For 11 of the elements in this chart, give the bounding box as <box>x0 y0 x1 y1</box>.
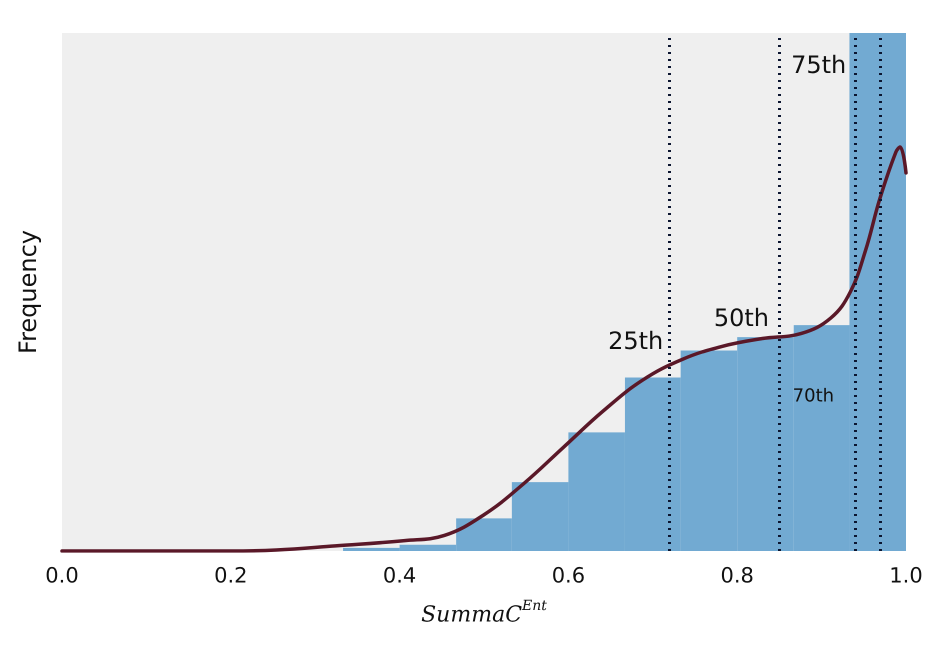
x-tick-label: 0.8 <box>720 564 754 588</box>
x-tick-label: 0.2 <box>214 564 248 588</box>
x-tick-label: 0.6 <box>552 564 586 588</box>
ref-line-label: 70th <box>792 386 834 406</box>
ref-line-label: 25th <box>608 327 664 355</box>
ref-line-label: 50th <box>714 304 769 332</box>
y-axis-title: Frequency <box>14 230 42 354</box>
ref-line-label: 75th <box>791 51 846 79</box>
x-tick-label: 0.0 <box>45 564 79 588</box>
x-tick-label: 1.0 <box>889 564 923 588</box>
x-tick-label: 0.4 <box>382 564 416 588</box>
